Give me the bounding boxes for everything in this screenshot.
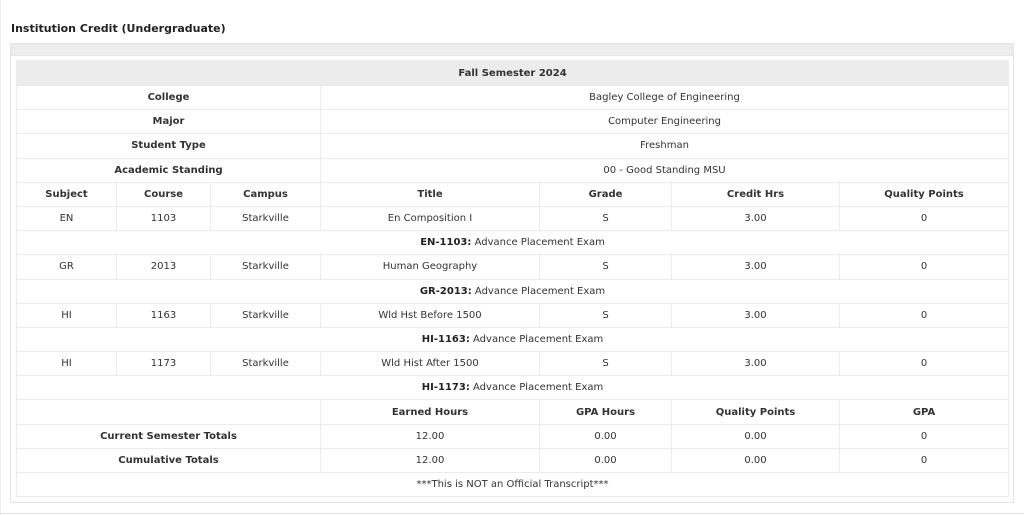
unofficial-transcript-disclaimer: ***This is NOT an Official Transcript***	[15, 471, 1010, 498]
transcript-table: Fall Semester 2024 College Bagley Colleg…	[15, 60, 1010, 498]
course-note-row: HI-1163: Advance Placement Exam	[15, 326, 1010, 353]
note-text: Advance Placement Exam	[471, 285, 606, 297]
course-quality-points: 0	[838, 254, 1010, 280]
info-label: Student Type	[16, 133, 321, 159]
section-title: Institution Credit (Undergraduate)	[11, 22, 226, 35]
institution-credit-panel: Fall Semester 2024 College Bagley Colleg…	[10, 43, 1014, 503]
course-credit-hrs: 3.00	[671, 302, 840, 328]
course-campus: Starkville	[210, 351, 321, 377]
course-grade: S	[539, 351, 672, 377]
info-value: Bagley College of Engineering	[319, 84, 1010, 111]
course-title: Wld Hst Before 1500	[320, 302, 540, 328]
course-campus: Starkville	[210, 302, 321, 328]
totals-quality-points: 0.00	[671, 447, 840, 474]
totals-label: Current Semester Totals	[16, 423, 321, 449]
column-header-earned-hours: Earned Hours	[320, 399, 540, 425]
info-row-college: College Bagley College of Engineering	[16, 84, 1010, 111]
info-label: College	[16, 84, 321, 111]
semester-title: Fall Semester 2024	[15, 60, 1010, 86]
column-header-quality-points: Quality Points	[838, 181, 1010, 207]
panel-header-band	[11, 44, 1013, 56]
course-number: 1163	[116, 302, 211, 328]
info-value: 00 - Good Standing MSU	[319, 157, 1010, 183]
semester-header-row: Fall Semester 2024	[15, 60, 1010, 86]
course-grade: S	[539, 254, 672, 280]
course-quality-points: 0	[838, 205, 1010, 232]
course-grade: S	[539, 205, 672, 232]
course-note-row: GR-2013: Advance Placement Exam	[15, 278, 1010, 304]
course-note-row: HI-1173: Advance Placement Exam	[15, 375, 1010, 401]
info-value: Freshman	[319, 133, 1010, 159]
course-subject: EN	[16, 205, 117, 232]
note-course-code: EN-1103:	[420, 237, 472, 249]
totals-quality-points: 0.00	[671, 423, 840, 449]
totals-row-current-semester: Current Semester Totals 12.00 0.00 0.00 …	[16, 423, 1010, 449]
course-header-row: Subject Course Campus Title Grade Credit…	[16, 181, 1010, 207]
note-course-code: HI-1173:	[421, 382, 470, 394]
column-header-credit-hrs: Credit Hrs	[671, 181, 840, 207]
disclaimer-row: ***This is NOT an Official Transcript***	[15, 471, 1010, 498]
note-text: Advance Placement Exam	[471, 237, 605, 249]
totals-header-row: Earned Hours GPA Hours Quality Points GP…	[16, 399, 1010, 425]
totals-gpa: 0	[838, 447, 1010, 474]
totals-label: Cumulative Totals	[16, 447, 321, 474]
info-row-student-type: Student Type Freshman	[16, 133, 1010, 159]
page-bottom-divider	[0, 513, 1024, 514]
totals-gpa-hours: 0.00	[539, 423, 672, 449]
course-note: EN-1103: Advance Placement Exam	[15, 230, 1010, 256]
course-quality-points: 0	[838, 302, 1010, 328]
course-grade: S	[539, 302, 672, 328]
course-note: GR-2013: Advance Placement Exam	[15, 278, 1010, 304]
course-title: En Composition I	[320, 205, 540, 232]
info-label: Major	[16, 109, 321, 135]
note-course-code: HI-1163:	[421, 333, 470, 345]
course-number: 1173	[116, 351, 211, 377]
course-quality-points: 0	[838, 351, 1010, 377]
course-subject: GR	[16, 254, 117, 280]
totals-row-cumulative: Cumulative Totals 12.00 0.00 0.00 0	[16, 447, 1010, 474]
course-title: Wld Hist After 1500	[320, 351, 540, 377]
course-title: Human Geography	[320, 254, 540, 280]
column-header-gpa-hours: GPA Hours	[539, 399, 672, 425]
totals-header-blank	[16, 399, 321, 425]
note-text: Advance Placement Exam	[469, 382, 604, 394]
course-number: 2013	[116, 254, 211, 280]
course-number: 1103	[116, 205, 211, 232]
column-header-totals-quality-points: Quality Points	[671, 399, 840, 425]
totals-earned-hours: 12.00	[320, 447, 540, 474]
column-header-gpa: GPA	[838, 399, 1010, 425]
course-note: HI-1173: Advance Placement Exam	[15, 375, 1010, 401]
column-header-title: Title	[320, 181, 540, 207]
course-subject: HI	[16, 351, 117, 377]
column-header-grade: Grade	[539, 181, 672, 207]
column-header-subject: Subject	[16, 181, 117, 207]
course-row: HI 1163 Starkville Wld Hst Before 1500 S…	[16, 302, 1010, 328]
note-course-code: GR-2013:	[419, 285, 472, 297]
totals-earned-hours: 12.00	[320, 423, 540, 449]
course-note-row: EN-1103: Advance Placement Exam	[15, 230, 1010, 256]
column-header-campus: Campus	[210, 181, 321, 207]
info-row-major: Major Computer Engineering	[16, 109, 1010, 135]
course-subject: HI	[16, 302, 117, 328]
totals-gpa-hours: 0.00	[539, 447, 672, 474]
course-credit-hrs: 3.00	[671, 351, 840, 377]
totals-gpa: 0	[838, 423, 1010, 449]
info-row-academic-standing: Academic Standing 00 - Good Standing MSU	[16, 157, 1010, 183]
course-credit-hrs: 3.00	[671, 254, 840, 280]
column-header-course: Course	[116, 181, 211, 207]
course-campus: Starkville	[210, 254, 321, 280]
course-row: EN 1103 Starkville En Composition I S 3.…	[16, 205, 1010, 232]
course-row: GR 2013 Starkville Human Geography S 3.0…	[16, 254, 1010, 280]
info-label: Academic Standing	[16, 157, 321, 183]
info-value: Computer Engineering	[319, 109, 1010, 135]
course-row: HI 1173 Starkville Wld Hist After 1500 S…	[16, 351, 1010, 377]
course-campus: Starkville	[210, 205, 321, 232]
page-left-edge	[0, 0, 1, 515]
course-note: HI-1163: Advance Placement Exam	[15, 326, 1010, 353]
course-credit-hrs: 3.00	[671, 205, 840, 232]
note-text: Advance Placement Exam	[469, 333, 604, 345]
